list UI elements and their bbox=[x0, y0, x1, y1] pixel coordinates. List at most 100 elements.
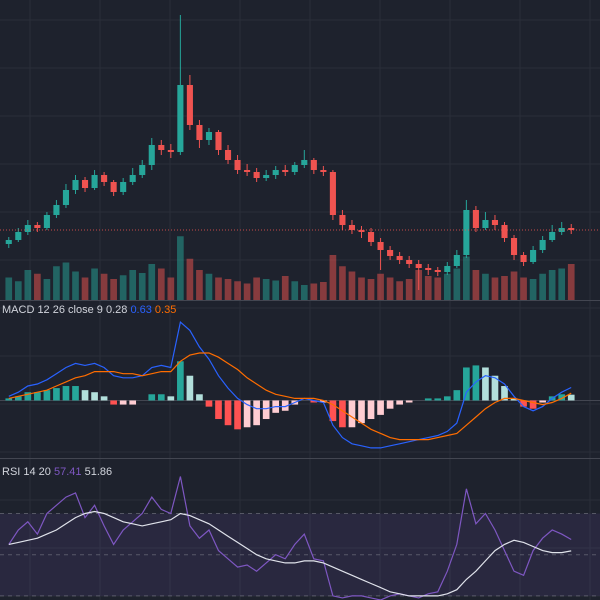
candle-body bbox=[263, 175, 270, 178]
macd-histogram-bar bbox=[100, 396, 108, 401]
candle-body bbox=[91, 175, 98, 188]
candle-body bbox=[158, 145, 165, 150]
volume-bar bbox=[91, 268, 98, 300]
candle-body bbox=[167, 150, 174, 152]
candle-body bbox=[272, 170, 279, 175]
volume-bar bbox=[367, 279, 375, 300]
volume-bar bbox=[348, 271, 356, 300]
macd-histogram-bar bbox=[215, 400, 222, 420]
volume-bar bbox=[310, 283, 318, 300]
candle-body bbox=[234, 160, 241, 170]
macd-histogram-bar bbox=[62, 386, 70, 401]
volume-bar bbox=[405, 279, 413, 300]
macd-line-value: 0.63 bbox=[130, 304, 151, 316]
rsi-ma-line bbox=[8, 510, 572, 597]
macd-histogram-bar bbox=[463, 367, 470, 401]
macd-histogram-bar bbox=[119, 400, 127, 405]
volume-bar bbox=[453, 268, 461, 300]
macd-histogram-bar bbox=[91, 392, 98, 401]
macd-histogram-bar bbox=[567, 394, 575, 401]
volume-bar bbox=[157, 268, 165, 300]
macd-histogram-bar bbox=[196, 394, 203, 401]
macd-histogram-bar bbox=[234, 400, 241, 430]
macd-histogram-bar bbox=[358, 400, 365, 424]
volume-bar bbox=[148, 264, 156, 300]
candle-body bbox=[425, 268, 432, 270]
macd-histogram-bar bbox=[81, 390, 89, 401]
candle-body bbox=[253, 172, 260, 178]
volume-bar bbox=[281, 276, 289, 300]
volume-bar bbox=[339, 266, 346, 300]
candle-body bbox=[491, 220, 499, 225]
macd-histogram-bar bbox=[243, 400, 251, 428]
volume-bar bbox=[119, 275, 127, 300]
macd-histogram-bar bbox=[520, 400, 527, 407]
macd-histogram-bar bbox=[558, 394, 566, 401]
macd-histogram-bar bbox=[177, 361, 184, 401]
volume-bar bbox=[5, 277, 13, 300]
volume-bar bbox=[34, 273, 41, 300]
volume-bar bbox=[215, 277, 222, 300]
volume-bar bbox=[548, 270, 556, 300]
macd-signal-value: 0.35 bbox=[155, 304, 176, 316]
volume-bar bbox=[196, 270, 203, 300]
candle-body bbox=[81, 180, 89, 188]
volume-bar bbox=[138, 273, 146, 300]
volume-bar bbox=[100, 273, 108, 300]
volume-bar bbox=[224, 279, 232, 300]
macd-histogram-bar bbox=[434, 398, 442, 401]
candle-body bbox=[196, 125, 203, 140]
candle-body bbox=[34, 225, 41, 228]
macd-histogram-bar bbox=[405, 400, 413, 403]
volume-bar bbox=[396, 281, 403, 300]
macd-histogram-bar bbox=[482, 367, 489, 401]
macd-histogram-bar bbox=[157, 394, 165, 401]
macd-histogram-bar bbox=[472, 365, 480, 401]
macd-legend: MACD 12 26 close 9 0.28 0.63 0.35 bbox=[2, 304, 176, 316]
macd-histogram-bar bbox=[386, 400, 394, 409]
candle-body bbox=[310, 160, 317, 170]
macd-histogram-bar bbox=[320, 400, 327, 403]
volume-bar bbox=[262, 279, 270, 300]
candle-body bbox=[444, 266, 451, 272]
macd-histogram-bar bbox=[510, 398, 518, 401]
candle-body bbox=[244, 170, 251, 172]
volume-bar bbox=[14, 281, 22, 300]
candle-body bbox=[339, 215, 346, 225]
volume-bar bbox=[539, 273, 546, 300]
macd-histogram-bar bbox=[72, 386, 79, 401]
macd-histogram-bar bbox=[424, 398, 432, 401]
macd-histogram-bar bbox=[348, 400, 356, 428]
volume-bar bbox=[491, 277, 499, 300]
macd-histogram-bar bbox=[491, 375, 499, 401]
candle-body bbox=[472, 210, 479, 228]
volume-bar bbox=[291, 281, 299, 300]
candle-body bbox=[5, 240, 12, 244]
volume-bar bbox=[81, 277, 89, 300]
volume-bar bbox=[110, 279, 117, 300]
volume-bar bbox=[510, 271, 518, 300]
volume-bar bbox=[443, 273, 451, 300]
candle-body bbox=[320, 170, 327, 172]
macd-histogram-bar bbox=[224, 400, 232, 426]
candle-body bbox=[62, 190, 70, 205]
volume-bar bbox=[167, 277, 175, 300]
macd-histogram-bar bbox=[205, 400, 213, 407]
macd-histogram-bar bbox=[339, 400, 346, 428]
candle-body bbox=[215, 132, 222, 150]
macd-line bbox=[8, 320, 572, 449]
candle-body bbox=[148, 145, 155, 165]
macd-histogram-bar bbox=[24, 392, 32, 401]
candle-body bbox=[43, 215, 50, 228]
rsi-line bbox=[8, 476, 572, 600]
candle-body bbox=[282, 170, 289, 172]
candle-body bbox=[291, 165, 298, 172]
candle-body bbox=[520, 255, 527, 262]
macd-histogram-bar bbox=[34, 392, 41, 401]
signal-line bbox=[8, 352, 572, 441]
volume-bar bbox=[186, 258, 194, 300]
volume-bar bbox=[434, 277, 442, 300]
candle-body bbox=[329, 172, 336, 215]
